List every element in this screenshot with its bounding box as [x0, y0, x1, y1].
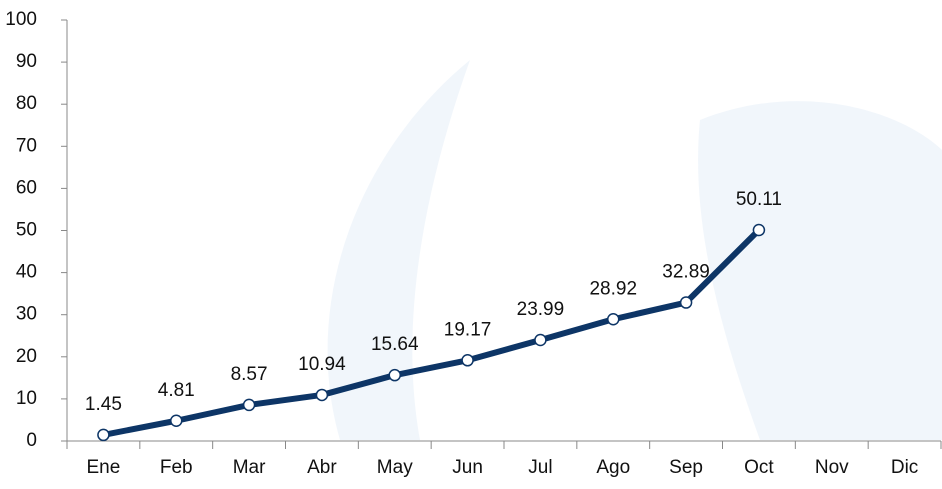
data-label: 15.64 [371, 334, 419, 355]
data-label: 23.99 [517, 299, 565, 320]
marker [316, 389, 327, 400]
y-tick-label: 100 [5, 9, 37, 30]
page: 0 10 20 30 40 50 60 70 80 90 100 Ene Feb Mar Abr May Jun… [0, 0, 942, 489]
y-tick-label: 0 [26, 430, 37, 451]
marker [535, 335, 546, 346]
y-tick-label: 80 [16, 93, 37, 114]
y-tick-label: 90 [16, 51, 37, 72]
marker [98, 429, 109, 440]
x-tick-label: Jun [452, 457, 483, 478]
x-tick-label: Feb [160, 457, 193, 478]
x-tick-label: Ene [87, 457, 121, 478]
chart: 0 10 20 30 40 50 60 70 80 90 100 Ene Feb Mar Abr May Jun… [0, 0, 942, 489]
line [103, 230, 759, 435]
data-label: 19.17 [444, 319, 492, 340]
marker [753, 225, 764, 236]
data-label: 1.45 [85, 394, 122, 415]
x-tick-label: Nov [815, 457, 849, 478]
y-tick-label: 10 [16, 388, 37, 409]
watermark [328, 60, 942, 440]
x-tick-label: Mar [233, 457, 266, 478]
x-tick-label: Dic [891, 457, 918, 478]
x-tick-label: Ago [596, 457, 630, 478]
marker [462, 355, 473, 366]
x-tick-label: Jul [528, 457, 552, 478]
y-tick-label: 50 [16, 220, 37, 241]
x-tick-label: May [377, 457, 413, 478]
data-label: 10.94 [298, 354, 346, 375]
marker [389, 370, 400, 381]
watermark-shape [698, 101, 942, 440]
x-tick-label: Sep [669, 457, 703, 478]
marker [608, 314, 619, 325]
data-label: 4.81 [158, 380, 195, 401]
y-tick-label: 20 [16, 346, 37, 367]
x-tick-label: Abr [307, 457, 337, 478]
y-tick-label: 60 [16, 177, 37, 198]
data-label: 8.57 [231, 364, 268, 385]
marker [171, 415, 182, 426]
y-tick-label: 30 [16, 304, 37, 325]
y-tick-label: 40 [16, 262, 37, 283]
y-tick-label: 70 [16, 135, 37, 156]
data-label: 32.89 [662, 262, 710, 283]
marker [244, 399, 255, 410]
watermark-leaf [328, 60, 470, 440]
data-label: 28.92 [589, 278, 637, 299]
data-label: 50.11 [736, 189, 782, 210]
x-tick-label: Oct [744, 457, 774, 478]
marker [681, 297, 692, 308]
